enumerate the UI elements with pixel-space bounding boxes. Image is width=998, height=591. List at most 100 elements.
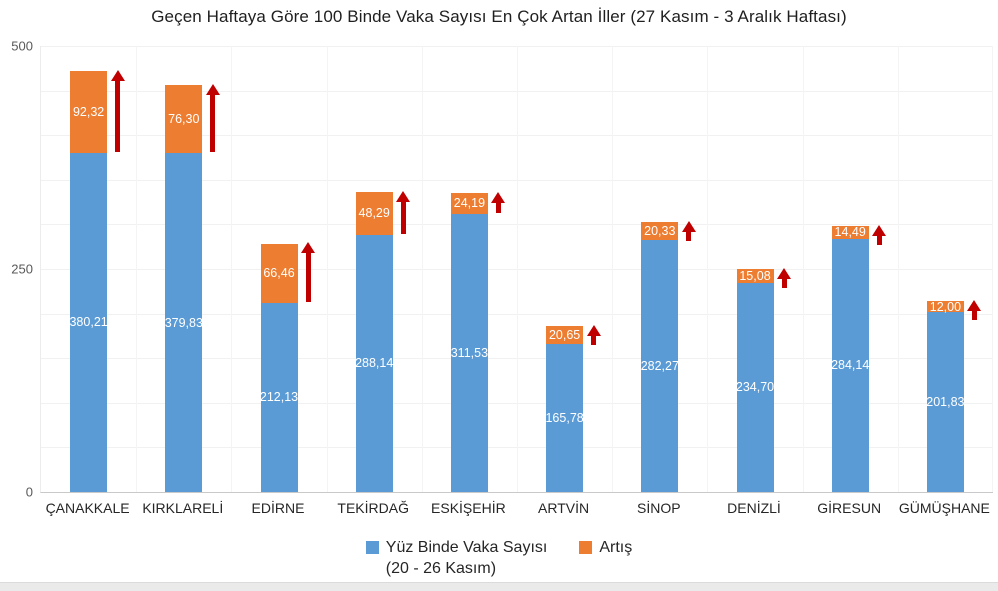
increase-arrow-icon [110, 69, 125, 152]
arrow-stem [781, 278, 787, 289]
bar-value-increase: 20,65 [548, 327, 581, 342]
bar-segment-increase: 92,32 [70, 70, 108, 153]
bar-segment-base: 284,14 [831, 238, 870, 492]
gridline-vertical [327, 46, 328, 492]
arrow-stem [876, 234, 882, 245]
y-axis: 0 250 500 [0, 39, 33, 500]
y-axis-tick-label: 250 [11, 261, 33, 277]
bar-value-increase: 48,29 [358, 206, 390, 221]
arrow-stem [400, 200, 406, 234]
bar-value-increase: 76,30 [168, 112, 200, 127]
category-label: GÜMÜŞHANE [898, 500, 990, 516]
arrow-stem [495, 201, 501, 214]
chart-title: Geçen Haftaya Göre 100 Binde Vaka Sayısı… [151, 7, 847, 26]
gridline-vertical [803, 46, 804, 492]
gridline-vertical [612, 46, 613, 492]
bar-value-increase: 92,32 [72, 104, 105, 119]
arrow-head [777, 268, 791, 280]
legend-item-1: Artış [579, 537, 632, 558]
category-label: EDİRNE [251, 500, 305, 516]
increase-arrow-icon [491, 191, 506, 214]
bar-value-base: 212,13 [259, 390, 299, 405]
bar-value-base: 165,78 [545, 411, 584, 426]
arrow-head [967, 300, 982, 312]
arrow-stem [591, 334, 597, 345]
bar-segment-base: 234,70 [735, 282, 775, 492]
legend-label-line1: Yüz Binde Vaka Sayısı [385, 539, 548, 556]
bar-segment-base: 379,83 [164, 153, 203, 492]
bar-value-base: 282,27 [640, 359, 679, 374]
bar-segment-base: 380,21 [69, 152, 108, 492]
bar-segment-increase: 48,29 [355, 191, 393, 235]
legend-label-line1: Artış [599, 539, 633, 556]
arrow-head [205, 84, 220, 96]
category-label: KIRKLARELİ [142, 500, 224, 516]
arrow-head [491, 191, 506, 203]
legend: Yüz Binde Vaka Sayısı (20 - 26 Kasım) Artı… [0, 537, 998, 579]
increase-arrow-icon [681, 221, 696, 242]
legend-label: Artış [599, 537, 632, 558]
y-axis-tick-label: 0 [25, 484, 33, 500]
bar-value-base: 234,70 [735, 380, 775, 395]
bar-value-increase: 15,08 [739, 268, 771, 283]
arrow-stem [115, 79, 121, 152]
y-axis-tick-label: 500 [11, 38, 33, 54]
category-label: ESKİŞEHİR [431, 500, 506, 516]
arrow-head [110, 69, 125, 81]
category-label: ÇANAKKALE [45, 500, 130, 516]
bar-segment-base: 165,78 [545, 344, 584, 492]
arrow-stem [305, 252, 311, 302]
bar-segment-base: 311,53 [451, 214, 488, 492]
bar-value-base: 379,83 [164, 315, 203, 330]
bar-segment-increase: 12,00 [926, 299, 964, 314]
gridline-vertical [992, 46, 993, 492]
bar-value-increase: 12,00 [929, 299, 962, 314]
bottom-strip [0, 582, 998, 591]
arrow-stem [971, 310, 977, 321]
arrow-stem [210, 94, 216, 153]
bar-value-increase: 20,33 [644, 224, 676, 239]
bar-segment-increase: 66,46 [260, 243, 298, 303]
bar-value-increase: 66,46 [263, 266, 295, 281]
gridline-vertical [136, 46, 137, 492]
increase-arrow-icon [396, 190, 411, 234]
bar-value-base: 201,83 [926, 394, 965, 409]
bar-value-increase: 24,19 [453, 196, 486, 211]
bar-value-base: 311,53 [450, 346, 489, 361]
arrow-head [872, 224, 887, 236]
bar-segment-increase: 76,30 [165, 85, 203, 154]
bar-segment-base: 288,14 [355, 234, 394, 492]
increase-arrow-icon [777, 268, 792, 289]
arrow-head [586, 324, 601, 336]
category-label: ARTVİN [538, 500, 590, 516]
bar-segment-increase: 20,65 [546, 325, 584, 345]
bar-segment-increase: 15,08 [736, 268, 774, 283]
increase-arrow-icon [205, 84, 220, 153]
category-label: SİNOP [636, 500, 681, 516]
bar-segment-base: 282,27 [640, 240, 679, 492]
increase-arrow-icon [586, 324, 601, 345]
arrow-head [301, 242, 315, 254]
gridline-vertical [231, 46, 232, 492]
gridline-vertical [898, 46, 899, 492]
legend-item-0: Yüz Binde Vaka Sayısı (20 - 26 Kasım) [365, 537, 548, 579]
bar-segment-increase: 24,19 [450, 192, 488, 215]
bar-value-base: 380,21 [69, 315, 108, 330]
category-label: GİRESUN [817, 500, 882, 516]
gridline-vertical [422, 46, 423, 492]
increase-arrow-icon [301, 242, 316, 302]
bar-value-increase: 14,49 [834, 225, 866, 240]
bar-value-base: 288,14 [355, 356, 394, 371]
plot-area: 380,21 92,32 379,83 76,30 212,13 66,46 288,14 4… [40, 46, 993, 493]
arrow-head [681, 221, 696, 233]
legend-label-line2: (20 - 26 Kasım) [385, 560, 497, 577]
arrow-head [396, 190, 411, 202]
gridline-vertical [517, 46, 518, 492]
bar-value-base: 284,14 [831, 358, 870, 373]
gridline-vertical [707, 46, 708, 492]
bar-segment-base: 212,13 [259, 302, 299, 492]
bar-segment-increase: 20,33 [641, 222, 679, 241]
legend-label: Yüz Binde Vaka Sayısı (20 - 26 Kasım) [386, 537, 548, 579]
category-label: TEKİRDAĞ [337, 500, 409, 516]
